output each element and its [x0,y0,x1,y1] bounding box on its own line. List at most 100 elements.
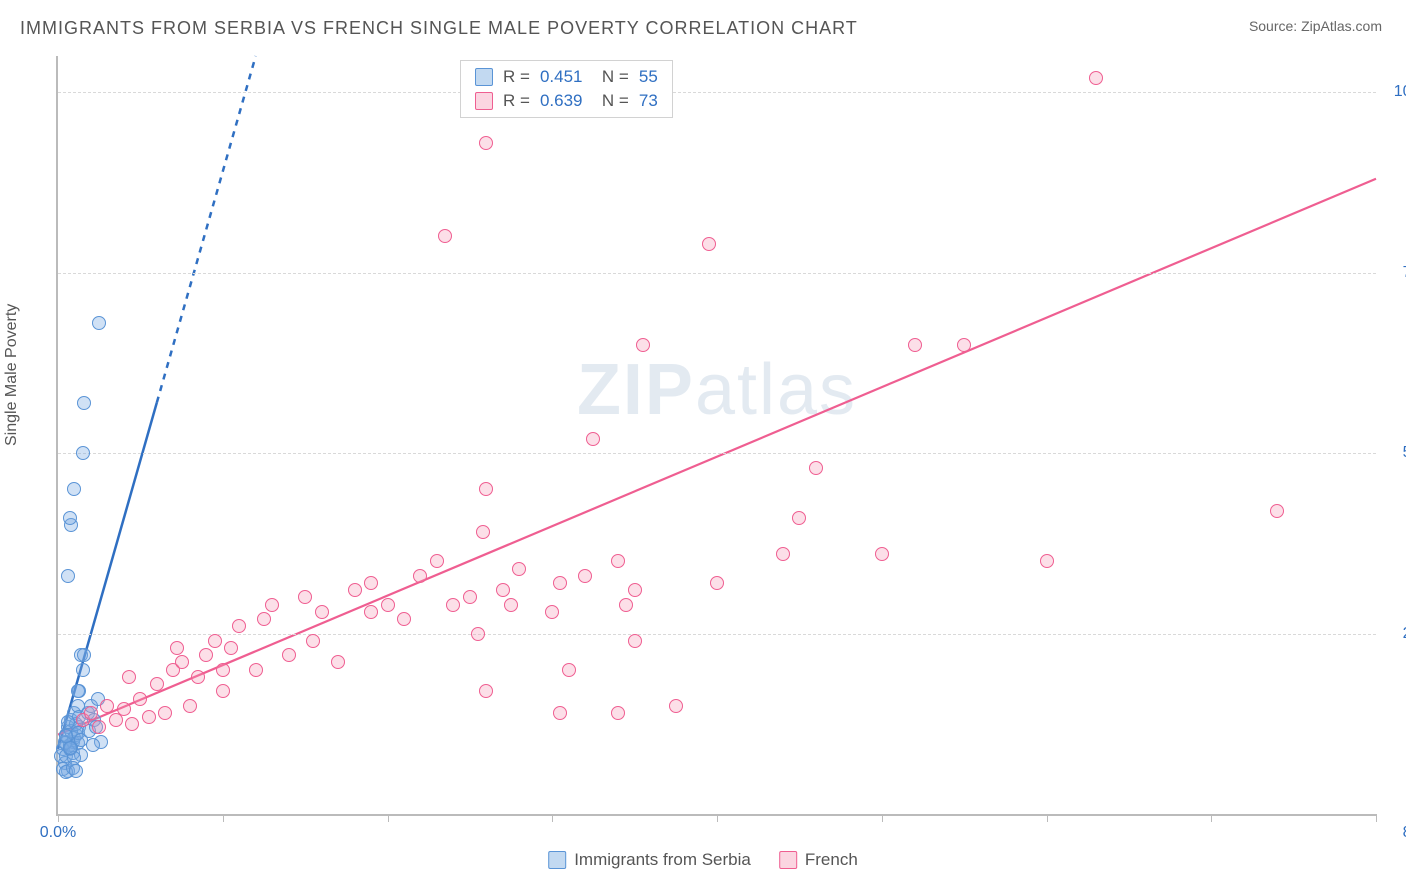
scatter-point-serbia [63,741,77,755]
scatter-point-french [479,482,493,496]
scatter-point-serbia [86,738,100,752]
scatter-point-french [331,655,345,669]
swatch-blue-icon [475,68,493,86]
scatter-point-french [479,684,493,698]
chart-title: IMMIGRANTS FROM SERBIA VS FRENCH SINGLE … [20,18,858,39]
scatter-point-french [142,710,156,724]
scatter-point-serbia [71,684,85,698]
scatter-point-french [298,590,312,604]
legend-r-serbia: 0.451 [540,67,583,87]
scatter-point-french [216,684,230,698]
scatter-point-french [512,562,526,576]
x-tick-mark [717,814,718,822]
scatter-point-french [619,598,633,612]
scatter-point-serbia [63,511,77,525]
swatch-blue-icon [548,851,566,869]
scatter-point-serbia [61,569,75,583]
swatch-pink-icon [475,92,493,110]
scatter-point-french [875,547,889,561]
scatter-point-french [776,547,790,561]
legend-n-label: N = [592,91,628,111]
scatter-point-french [430,554,444,568]
scatter-point-french [562,663,576,677]
scatter-point-french [150,677,164,691]
scatter-point-french [463,590,477,604]
scatter-point-serbia [92,316,106,330]
scatter-point-french [1040,554,1054,568]
scatter-point-french [175,655,189,669]
scatter-point-french [84,706,98,720]
scatter-point-french [438,229,452,243]
scatter-point-french [208,634,222,648]
scatter-point-french [553,576,567,590]
gridline-h [58,634,1376,635]
scatter-point-french [232,619,246,633]
legend-row-serbia: R = 0.451 N = 55 [461,65,672,89]
scatter-point-french [446,598,460,612]
scatter-point-french [348,583,362,597]
scatter-point-french [628,583,642,597]
y-axis-label: Single Male Poverty [3,304,21,446]
x-tick-mark [223,814,224,822]
scatter-point-serbia [69,764,83,778]
legend-n-label: N = [592,67,628,87]
scatter-point-french [265,598,279,612]
legend-item-serbia: Immigrants from Serbia [548,850,751,870]
scatter-point-french [792,511,806,525]
scatter-point-french [545,605,559,619]
correlation-legend: R = 0.451 N = 55 R = 0.639 N = 73 [460,60,673,118]
scatter-point-french [636,338,650,352]
scatter-point-french [413,569,427,583]
scatter-point-french [170,641,184,655]
gridline-h [58,273,1376,274]
scatter-point-french [553,706,567,720]
scatter-point-french [282,648,296,662]
y-tick-label: 25.0% [1384,625,1406,643]
watermark-atlas: atlas [695,350,857,430]
scatter-point-french [809,461,823,475]
scatter-point-french [125,717,139,731]
x-tick-mark [1047,814,1048,822]
scatter-point-french [364,576,378,590]
scatter-point-french [908,338,922,352]
scatter-point-french [249,663,263,677]
x-tick-mark [1376,814,1377,822]
scatter-point-french [611,706,625,720]
scatter-point-french [710,576,724,590]
scatter-point-serbia [77,648,91,662]
scatter-point-french [122,670,136,684]
scatter-point-french [476,525,490,539]
scatter-point-french [397,612,411,626]
series-legend: Immigrants from Serbia French [548,850,858,870]
legend-label-french: French [805,850,858,870]
scatter-point-french [199,648,213,662]
swatch-pink-icon [779,851,797,869]
trend-line [58,179,1376,735]
scatter-point-serbia [76,446,90,460]
scatter-point-french [1270,504,1284,518]
scatter-point-french [257,612,271,626]
x-tick-mark [1211,814,1212,822]
scatter-point-french [224,641,238,655]
x-tick-mark [388,814,389,822]
y-tick-label: 100.0% [1384,83,1406,101]
x-tick-label-last: 80.0% [1384,824,1406,842]
legend-n-serbia: 55 [639,67,658,87]
scatter-point-french [957,338,971,352]
scatter-point-french [586,432,600,446]
scatter-point-french [578,569,592,583]
scatter-point-french [611,554,625,568]
legend-r-french: 0.639 [540,91,583,111]
gridline-h [58,92,1376,93]
scatter-point-french [100,699,114,713]
legend-label-serbia: Immigrants from Serbia [574,850,751,870]
scatter-point-serbia [76,663,90,677]
scatter-point-french [306,634,320,648]
source-attribution: Source: ZipAtlas.com [1249,18,1382,34]
scatter-point-french [479,136,493,150]
scatter-point-french [381,598,395,612]
x-tick-mark [552,814,553,822]
trend-lines-layer [58,56,1376,814]
scatter-point-french [504,598,518,612]
chart-plot-area: ZIPatlas 25.0%50.0%75.0%100.0%0.0%80.0% [56,56,1376,816]
